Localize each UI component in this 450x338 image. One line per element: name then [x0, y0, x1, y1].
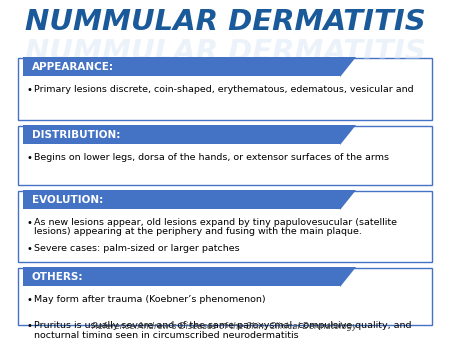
Text: Primary lesions discrete, coin-shaped, erythematous, edematous, vesicular and: Primary lesions discrete, coin-shaped, e… — [34, 85, 414, 94]
Text: NUMMULAR DERMATITIS: NUMMULAR DERMATITIS — [25, 38, 425, 66]
Polygon shape — [340, 57, 356, 77]
Bar — [23, 57, 340, 76]
Text: APPEARANCE:: APPEARANCE: — [32, 62, 114, 72]
Bar — [23, 267, 340, 286]
Text: nocturnal timing seen in circumscribed neurodermatitis: nocturnal timing seen in circumscribed n… — [34, 331, 299, 338]
Text: Pruritus is usually severe and of the same paroxysmal, compulsive quality, and: Pruritus is usually severe and of the sa… — [34, 321, 411, 330]
Text: May form after trauma (Koebner’s phenomenon): May form after trauma (Koebner’s phenome… — [34, 295, 266, 304]
Text: •: • — [27, 244, 33, 254]
Bar — [18, 126, 432, 185]
Bar — [18, 58, 432, 120]
Polygon shape — [340, 267, 356, 287]
Text: NUMMULAR DERMATITIS: NUMMULAR DERMATITIS — [25, 8, 425, 36]
Text: •: • — [27, 153, 33, 163]
Text: Reference:Andrew’s Diseases of the Skin: Clinical Dermatology: Reference:Andrew’s Diseases of the Skin:… — [92, 322, 358, 331]
Polygon shape — [340, 125, 356, 145]
Text: OTHERS:: OTHERS: — [32, 272, 84, 282]
Text: •: • — [27, 295, 33, 305]
Text: •: • — [27, 218, 33, 228]
Text: As new lesions appear, old lesions expand by tiny papulovesucular (satellite: As new lesions appear, old lesions expan… — [34, 218, 397, 227]
Text: •: • — [27, 321, 33, 331]
Bar — [23, 190, 340, 209]
Text: •: • — [27, 85, 33, 95]
Text: Begins on lower legs, dorsa of the hands, or extensor surfaces of the arms: Begins on lower legs, dorsa of the hands… — [34, 153, 389, 162]
Polygon shape — [340, 190, 356, 210]
Text: EVOLUTION:: EVOLUTION: — [32, 195, 103, 205]
Text: Severe cases: palm-sized or larger patches: Severe cases: palm-sized or larger patch… — [34, 244, 239, 253]
Bar — [23, 125, 340, 144]
Bar — [18, 191, 432, 262]
Text: DISTRIBUTION:: DISTRIBUTION: — [32, 130, 121, 140]
Bar — [18, 268, 432, 325]
Text: lesions) appearing at the periphery and fusing with the main plaque.: lesions) appearing at the periphery and … — [34, 227, 362, 237]
